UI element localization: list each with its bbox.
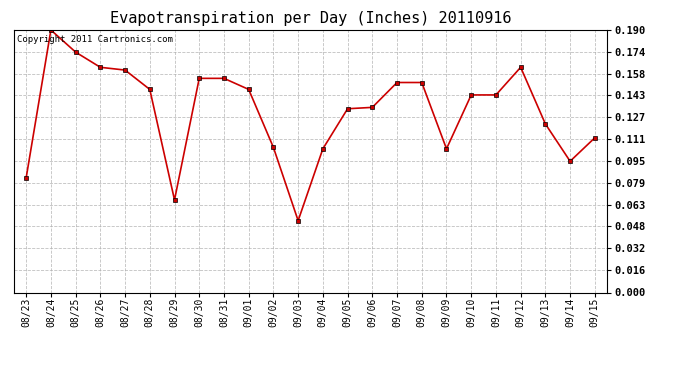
Text: Copyright 2011 Cartronics.com: Copyright 2011 Cartronics.com xyxy=(17,35,172,44)
Title: Evapotranspiration per Day (Inches) 20110916: Evapotranspiration per Day (Inches) 2011… xyxy=(110,11,511,26)
